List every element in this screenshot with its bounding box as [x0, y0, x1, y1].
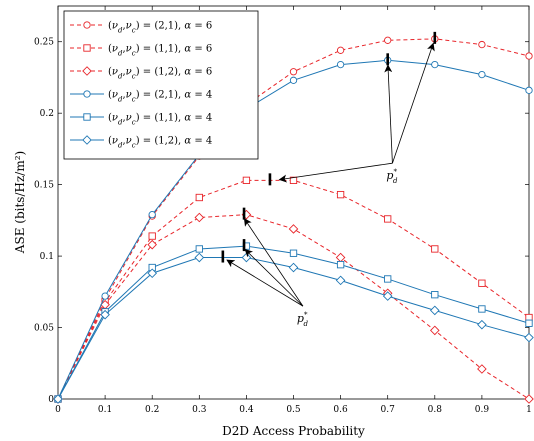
x-tick-label: 0.3 — [192, 405, 207, 415]
x-tick-label: 1 — [526, 405, 532, 415]
y-tick-label: 0.05 — [34, 324, 54, 334]
y-tick-label: 0 — [48, 395, 54, 405]
data-point — [478, 305, 486, 313]
data-point — [83, 44, 91, 52]
data-point — [384, 36, 392, 44]
annotation-label: p* d — [297, 311, 309, 328]
data-point — [336, 261, 345, 269]
x-tick-label: 0.5 — [286, 405, 301, 415]
data-point — [336, 190, 345, 199]
data-point — [430, 325, 440, 336]
data-point — [194, 252, 205, 263]
x-tick-label: 0.4 — [239, 405, 254, 415]
x-tick-label: 0 — [55, 405, 61, 415]
data-point — [289, 76, 298, 84]
data-point — [100, 309, 110, 320]
legend-label: (νd,νc) = (2,1), α = 6 — [108, 21, 212, 35]
x-axis-label: D2D Access Probability — [222, 424, 365, 438]
data-point — [289, 68, 298, 76]
legend-entry: (νd,νc) = (1,1), α = 6 — [70, 44, 212, 58]
legend-label: (νd,νc) = (1,1), α = 4 — [108, 113, 212, 127]
annotation-arrow — [278, 162, 393, 183]
annotation-arrow — [392, 42, 435, 164]
data-point — [477, 364, 487, 374]
annotation-arrow — [384, 64, 393, 164]
data-point — [53, 394, 63, 404]
data-point — [194, 212, 205, 223]
data-point — [335, 275, 346, 286]
data-point — [431, 291, 439, 299]
data-point — [525, 86, 533, 94]
data-point — [336, 60, 345, 69]
annotation-label: p* d — [386, 168, 398, 185]
legend-label: (νd,νc) = (1,2), α = 4 — [108, 136, 212, 150]
y-tick-label: 0.2 — [40, 109, 54, 119]
data-point — [384, 275, 392, 283]
y-tick-label: 0.1 — [40, 252, 54, 262]
annotation-arrow — [243, 217, 304, 307]
legend-label: (νd,νc) = (2,1), α = 4 — [108, 90, 212, 104]
y-tick-label: 0.15 — [34, 181, 54, 191]
legend-entry: (νd,νc) = (1,1), α = 4 — [70, 113, 212, 127]
data-point — [83, 90, 91, 98]
y-tick-label: 0.25 — [34, 38, 54, 48]
x-tick-label: 0.7 — [381, 405, 396, 415]
series-3 — [54, 56, 533, 403]
data-point — [82, 66, 92, 76]
data-point — [384, 215, 392, 223]
legend-label: (νd,νc) = (1,2), α = 6 — [108, 67, 212, 81]
data-point — [478, 279, 486, 287]
data-point — [289, 249, 298, 257]
data-point — [83, 113, 91, 121]
data-point — [82, 135, 92, 145]
data-point — [289, 176, 298, 184]
x-tick-label: 0.2 — [145, 405, 159, 415]
x-tick-label: 0.1 — [98, 405, 112, 415]
annotation-arrow — [226, 259, 304, 307]
data-point — [477, 319, 487, 330]
legend-box — [63, 10, 259, 160]
y-axis-label: ASE (bits/Hz/m²) — [13, 151, 27, 254]
data-point — [336, 46, 345, 54]
data-point — [147, 268, 157, 279]
data-point — [430, 305, 440, 316]
legend-label: (νd,νc) = (1,1), α = 6 — [108, 44, 212, 58]
data-point — [524, 332, 534, 343]
legend-entry: (νd,νc) = (2,1), α = 6 — [70, 21, 212, 35]
data-point — [242, 176, 251, 184]
data-point — [101, 292, 109, 300]
data-point — [83, 21, 91, 29]
data-point — [288, 262, 299, 273]
data-point — [431, 245, 439, 253]
x-tick-label: 0.8 — [428, 405, 443, 415]
annotation-arrow — [244, 248, 304, 307]
data-point — [524, 394, 534, 404]
data-point — [148, 232, 156, 240]
data-point — [147, 239, 157, 250]
data-point — [195, 245, 203, 253]
data-point — [525, 319, 533, 327]
x-tick-label: 0.6 — [333, 405, 348, 415]
data-point — [431, 60, 439, 69]
legend-entry: (νd,νc) = (1,2), α = 4 — [70, 135, 212, 150]
data-point — [478, 40, 486, 49]
legend-entry: (νd,νc) = (1,2), α = 6 — [70, 66, 212, 81]
data-point — [478, 70, 486, 79]
x-tick-label: 0.9 — [475, 405, 490, 415]
data-point — [288, 224, 299, 234]
data-point — [195, 193, 203, 202]
data-point — [148, 210, 156, 219]
legend-entry: (νd,νc) = (2,1), α = 4 — [70, 90, 212, 104]
data-point — [525, 52, 533, 60]
data-point — [382, 291, 393, 301]
